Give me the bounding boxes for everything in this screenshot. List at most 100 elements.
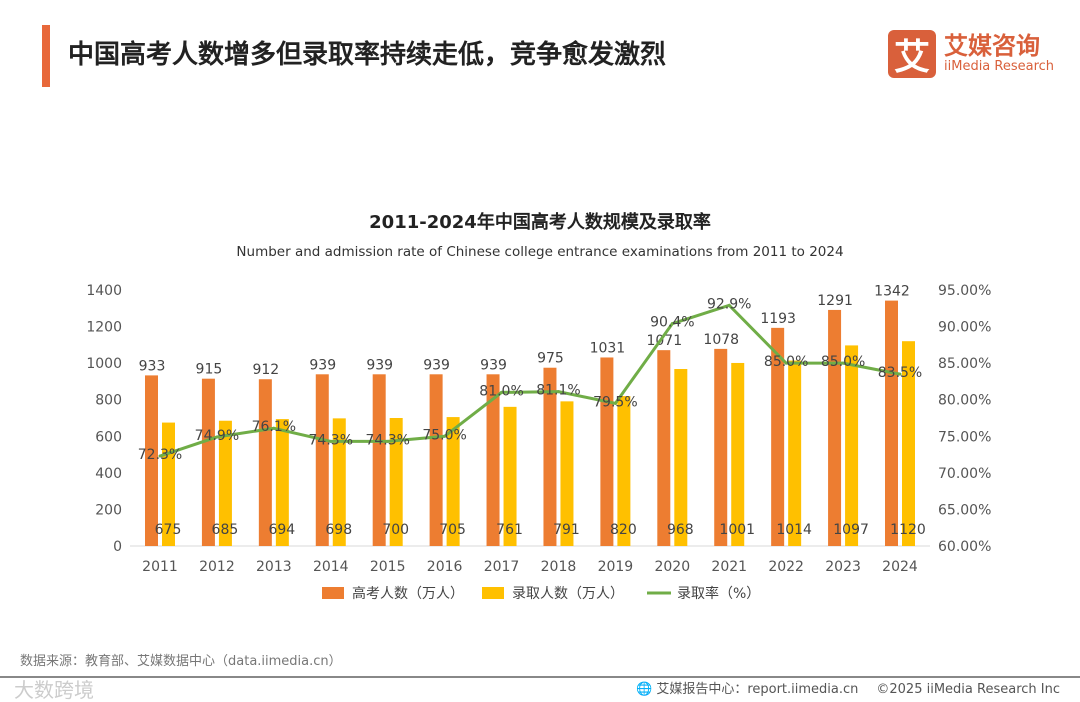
bar-label-exam-takers: 939	[309, 357, 336, 373]
bar-exam-takers	[600, 357, 614, 546]
left-axis-tick: 1000	[86, 356, 122, 372]
bar-admitted	[332, 418, 346, 546]
bar-label-admitted: 698	[325, 522, 352, 538]
bar-exam-takers	[201, 378, 215, 546]
line-label-rate: 72.3%	[138, 447, 182, 463]
bar-exam-takers	[372, 374, 386, 546]
line-point	[898, 372, 902, 376]
line-label-rate: 81.1%	[536, 383, 580, 399]
bar-exam-takers	[429, 374, 443, 546]
bar-label-exam-takers: 939	[480, 357, 507, 373]
x-axis-tick: 2015	[370, 559, 406, 575]
bar-label-exam-takers: 912	[252, 362, 279, 378]
line-point	[158, 454, 162, 458]
left-axis-tick: 600	[95, 429, 122, 445]
line-point	[443, 434, 447, 438]
bar-exam-takers	[315, 374, 329, 546]
x-axis-tick: 2021	[711, 559, 747, 575]
bar-label-admitted: 1014	[776, 522, 812, 538]
x-axis-tick: 2019	[598, 559, 634, 575]
right-axis-tick: 95.00%	[938, 283, 991, 299]
legend-label: 录取率（%）	[677, 585, 760, 602]
line-label-rate: 85.0%	[821, 354, 865, 370]
bar-admitted	[731, 362, 745, 546]
legend-label: 高考人数（万人）	[352, 585, 464, 602]
page-title: 中国高考人数增多但录取率持续走低，竞争愈发激烈	[68, 40, 667, 70]
line-point	[841, 361, 845, 365]
left-axis-tick: 800	[95, 393, 122, 409]
bar-label-admitted: 1120	[890, 522, 926, 538]
bar-admitted	[845, 345, 859, 546]
bar-label-exam-takers: 939	[423, 357, 450, 373]
footer-divider	[0, 676, 1080, 678]
bar-exam-takers	[885, 300, 898, 546]
x-axis-tick: 2023	[825, 559, 861, 575]
bar-label-admitted: 820	[610, 522, 637, 538]
bar-exam-takers	[714, 348, 728, 546]
chart: 2011-2024年中国高考人数规模及录取率 Number and admiss…	[86, 211, 991, 602]
x-axis-tick: 2022	[768, 559, 804, 575]
line-point	[613, 401, 617, 405]
left-axis-tick: 1200	[86, 320, 122, 336]
watermark: 大数跨境	[14, 678, 94, 702]
footer: 🌐 艾媒报告中心：report.iimedia.cn ©2025 iiMedia R…	[618, 682, 1060, 698]
bar-exam-takers	[258, 379, 272, 546]
logo-text: 艾媒咨询 iiMedia Research	[944, 33, 1054, 75]
x-axis-tick: 2024	[882, 559, 918, 575]
bar-label-exam-takers: 1078	[703, 332, 739, 348]
report-link[interactable]: 艾媒报告中心：report.iimedia.cn	[656, 682, 859, 697]
right-axis-tick: 85.00%	[938, 356, 991, 372]
line-point	[556, 390, 560, 394]
right-axis-tick: 75.00%	[938, 429, 991, 445]
bar-label-admitted: 700	[382, 522, 409, 538]
chart-subtitle: Number and admission rate of Chinese col…	[236, 244, 843, 260]
bar-admitted	[902, 341, 915, 546]
title-accent-bar	[42, 25, 50, 87]
bar-admitted	[674, 368, 688, 546]
left-axis-tick: 1400	[86, 283, 122, 299]
x-axis-tick: 2012	[199, 559, 235, 575]
bar-admitted	[617, 396, 631, 546]
line-point	[500, 390, 504, 394]
x-axis-tick: 2017	[484, 559, 520, 575]
right-axis-tick: 65.00%	[938, 502, 991, 518]
line-label-rate: 90.4%	[650, 315, 694, 331]
line-label-rate: 81.0%	[479, 383, 523, 399]
globe-icon: 🌐	[636, 682, 653, 697]
bar-exam-takers	[543, 367, 557, 546]
line-label-rate: 92.9%	[707, 296, 751, 312]
bar-label-admitted: 694	[268, 522, 295, 538]
bar-admitted	[560, 401, 574, 546]
line-label-rate: 79.5%	[593, 394, 637, 410]
line-point	[784, 361, 788, 365]
bar-admitted	[218, 420, 232, 546]
bar-label-admitted: 675	[155, 522, 182, 538]
bar-admitted	[446, 417, 460, 546]
line-point	[329, 439, 333, 443]
line-label-rate: 74.9%	[195, 428, 239, 444]
bar-admitted	[389, 418, 403, 546]
copyright: ©2025 iiMedia Research Inc	[876, 682, 1060, 697]
legend-swatch	[482, 587, 504, 599]
data-source: 数据来源：教育部、艾媒数据中心（data.iimedia.cn）	[20, 654, 342, 669]
bar-label-exam-takers: 915	[196, 362, 223, 378]
bar-label-exam-takers: 933	[139, 358, 166, 374]
left-axis-tick: 400	[95, 466, 122, 482]
chart-title: 2011-2024年中国高考人数规模及录取率	[369, 211, 711, 233]
legend-label: 录取人数（万人）	[512, 586, 624, 602]
bar-label-admitted: 1097	[833, 522, 869, 538]
bar-label-admitted: 705	[439, 522, 466, 538]
bar-label-exam-takers: 1342	[874, 284, 910, 300]
line-point	[386, 439, 390, 443]
line-label-rate: 85.0%	[764, 354, 808, 370]
line-label-rate: 74.3%	[309, 432, 353, 448]
x-axis-tick: 2020	[654, 559, 690, 575]
bar-admitted	[503, 406, 517, 546]
bar-label-exam-takers: 1031	[590, 340, 626, 356]
iimedia-logo: 艾 艾媒咨询 iiMedia Research	[888, 30, 1054, 78]
line-label-rate: 75.0%	[422, 427, 466, 443]
x-axis-tick: 2011	[142, 559, 178, 575]
x-axis-tick: 2014	[313, 559, 349, 575]
line-point	[727, 303, 731, 307]
x-axis-tick: 2013	[256, 559, 292, 575]
